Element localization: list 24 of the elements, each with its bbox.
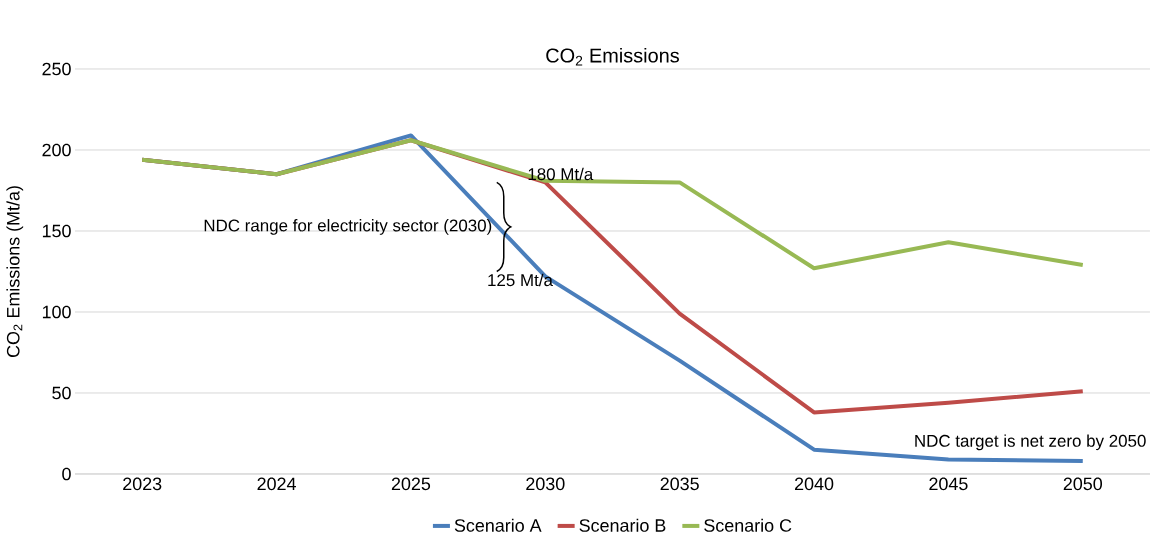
y-axis-title: CO$_{2}$ Emissions (Mt/a) bbox=[6, 186, 24, 358]
y-tick-label: 0 bbox=[62, 467, 71, 481]
y-tick-label: 50 bbox=[52, 386, 71, 400]
x-tick-label: 2024 bbox=[257, 477, 296, 491]
x-tick-label: 2045 bbox=[929, 477, 968, 491]
x-tick-label: 2040 bbox=[795, 477, 834, 491]
annotation: 180 Mt/a bbox=[528, 167, 594, 181]
y-tick-label: 100 bbox=[42, 305, 71, 319]
legend-label: Scenario C bbox=[704, 518, 792, 532]
chart-title: CO$_{2}$ Emissions bbox=[546, 47, 679, 66]
y-tick-label: 200 bbox=[42, 143, 71, 157]
x-tick-label: 2023 bbox=[123, 477, 162, 491]
legend-label: Scenario A bbox=[454, 518, 542, 532]
line-series bbox=[140, 138, 1085, 271]
annotation: NDC range for electricity sector (2030) bbox=[204, 219, 492, 235]
annotation: NDC target is net zero by 2050 bbox=[915, 434, 1146, 451]
x-tick-label: 2025 bbox=[391, 477, 431, 491]
y-tick-label: 250 bbox=[42, 62, 71, 76]
x-tick-label: 2035 bbox=[660, 477, 699, 491]
legend-label: Scenario B bbox=[579, 518, 666, 532]
y-tick-label: 150 bbox=[42, 224, 71, 238]
annotation: 125 Mt/a bbox=[488, 273, 553, 287]
x-tick-label: 2030 bbox=[526, 477, 565, 491]
x-tick-label: 2050 bbox=[1063, 477, 1103, 491]
